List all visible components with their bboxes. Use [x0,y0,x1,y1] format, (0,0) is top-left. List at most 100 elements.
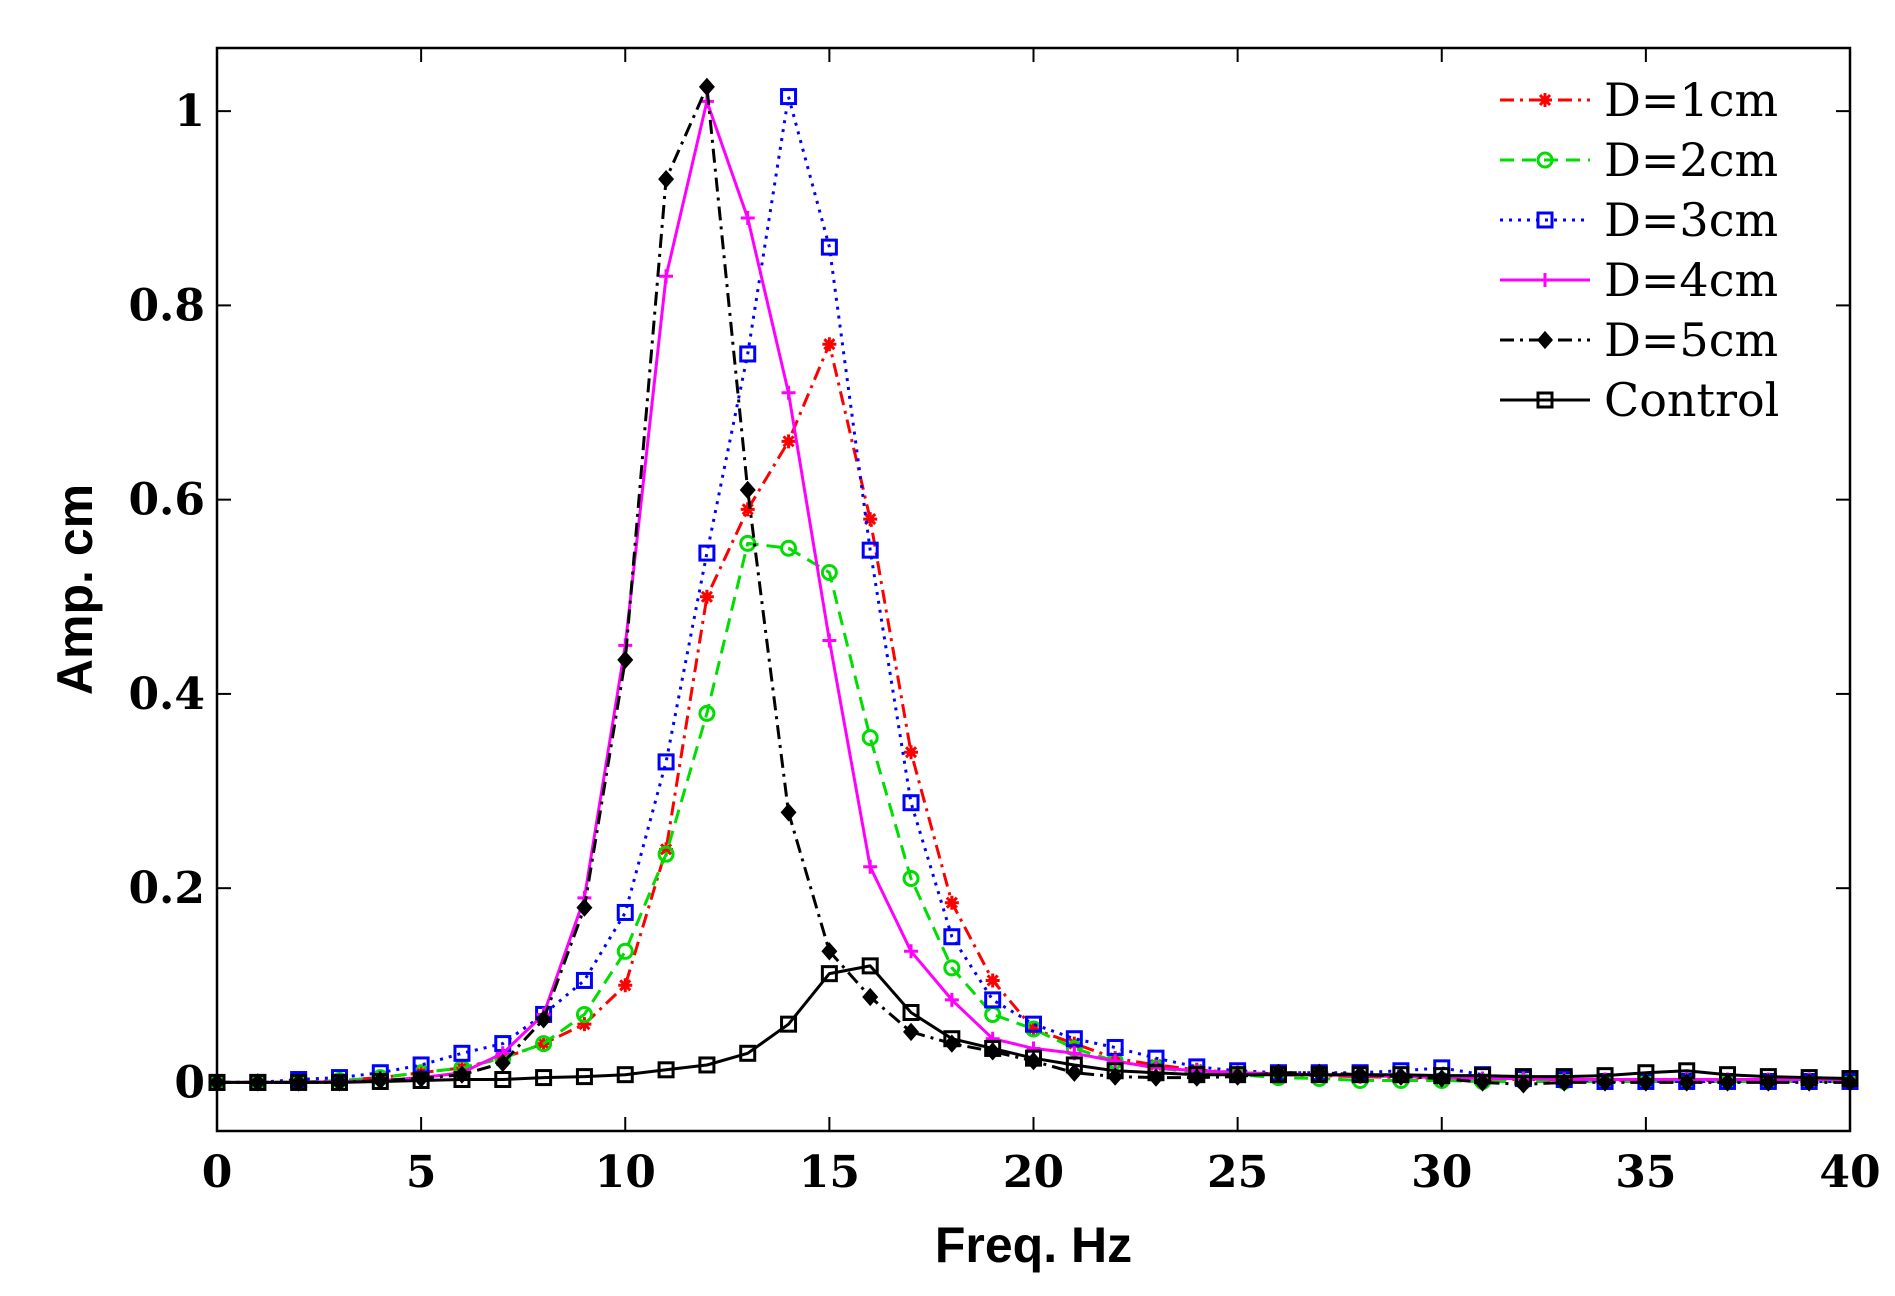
x-tick-label: 10 [595,1147,656,1198]
data-point-d-5cm [862,987,879,1007]
x-tick-label: 35 [1615,1147,1676,1198]
y-tick-label: 1 [174,86,205,137]
data-point-d-2cm [861,729,879,747]
data-point-control [984,1039,1002,1057]
data-point-d-4cm [822,633,837,648]
data-point-d-3cm [453,1044,471,1062]
data-point-d-3cm [984,991,1002,1009]
legend-marker [1538,93,1552,107]
y-tick-label: 0.8 [128,280,205,331]
data-point-d-1cm [1026,1022,1041,1037]
data-point-d-1cm [577,1017,592,1032]
data-point-control [657,1061,675,1079]
data-point-control [1025,1049,1042,1067]
data-point-d-3cm [698,544,716,562]
y-tick-label: 0.2 [128,863,205,914]
legend-marker [1536,391,1554,409]
data-point-control [780,1015,798,1033]
data-point-d-4cm [863,859,878,874]
data-point-control [1269,1066,1287,1084]
data-point-d-1cm [904,745,919,760]
data-point-control [1147,1064,1165,1082]
legend-label: D=1cm [1604,73,1778,127]
data-point-d-2cm [943,959,961,977]
data-point-d-1cm [659,842,674,857]
legend-label: D=5cm [1604,313,1778,367]
x-tick-label: 15 [799,1147,860,1198]
data-point-d-4cm [659,269,674,284]
x-tick-label: 40 [1819,1147,1880,1198]
data-point-d-3cm [780,88,798,106]
data-point-d-2cm [739,534,757,552]
x-tick-label: 5 [406,1147,437,1198]
data-point-d-4cm [904,944,919,959]
data-point-control [1351,1066,1369,1084]
data-point-d-2cm [575,1005,593,1023]
data-point-control [1719,1066,1737,1084]
data-point-control [330,1073,348,1091]
data-point-d-1cm [781,434,796,449]
legend: D=1cm D=2cm D=3cm D=4cm D=5cm Control [1500,73,1779,427]
legend-entry-d-1cm: D=1cm [1500,73,1778,127]
data-point-d-5cm [698,77,715,96]
data-point-control [1229,1066,1247,1084]
data-point-d-1cm [985,973,1000,988]
data-point-control [698,1056,716,1074]
data-point-control [249,1073,267,1091]
data-point-control [943,1030,961,1048]
data-point-control [861,957,879,975]
data-point-d-1cm [618,978,633,993]
data-point-control [290,1073,308,1091]
data-point-d-2cm [902,869,920,887]
data-point-control [739,1044,757,1062]
data-point-d-5cm [821,942,838,961]
data-point-d-5cm [576,898,593,917]
data-point-d-2cm [780,539,798,557]
data-point-control [1759,1068,1777,1086]
data-point-control [1678,1062,1696,1080]
data-point-d-5cm [535,1010,552,1029]
legend-label: D=2cm [1604,133,1778,187]
data-point-d-3cm [575,971,593,989]
data-point-control [1392,1066,1410,1084]
data-point-d-5cm [658,169,675,189]
data-point-d-5cm [617,650,634,670]
data-point-d-1cm [1067,1036,1082,1051]
data-point-d-3cm [861,541,879,559]
data-point-d-4cm [1108,1054,1123,1069]
legend-label: Control [1604,373,1779,427]
tick-layer: 0 5 10 15 20 25 30 35 40 0 0.2 0.4 0.6 0.8 1 [128,48,1881,1198]
data-point-d-2cm [820,564,838,582]
legend-marker [1538,273,1552,287]
data-point-d-5cm [903,1022,920,1042]
data-point-control [453,1071,471,1089]
data-point-d-2cm [616,942,634,960]
legend-label: D=3cm [1604,193,1778,247]
series-layer [208,77,1859,1094]
data-point-control [616,1066,634,1084]
x-tick-label: 20 [1003,1147,1064,1198]
data-point-control [1637,1064,1655,1082]
data-point-control [494,1071,512,1089]
data-point-d-1cm [699,589,714,604]
legend-marker [1536,151,1554,169]
data-point-d-2cm [698,704,716,722]
legend-entry-d-5cm: D=5cm [1500,313,1778,367]
y-tick-label: 0 [174,1057,205,1108]
data-point-control [820,965,838,983]
data-point-control [1310,1066,1328,1084]
data-point-d-3cm [943,928,961,946]
data-point-d-3cm [902,794,920,812]
data-point-d-4cm [740,210,755,225]
data-point-d-3cm [820,238,838,256]
data-point-d-3cm [616,903,634,921]
y-tick-label: 0.6 [128,475,205,526]
legend-marker [1537,330,1553,350]
data-point-d-3cm [739,345,757,363]
data-point-control [575,1068,593,1086]
data-point-control [1596,1067,1614,1085]
x-tick-label: 25 [1207,1147,1268,1198]
legend-entry-control: Control [1500,373,1779,427]
data-point-d-3cm [1065,1030,1083,1048]
